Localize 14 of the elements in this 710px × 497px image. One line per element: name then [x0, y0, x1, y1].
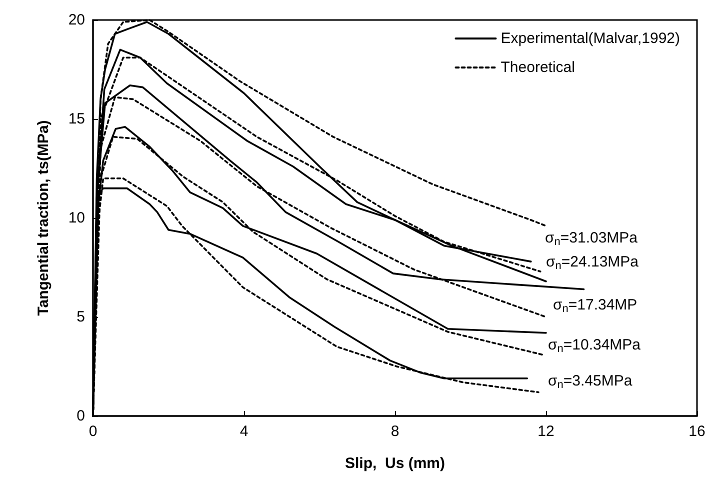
y-axis-title: Tangential traction, ts(MPa): [35, 120, 52, 316]
legend-label: Theoretical: [500, 59, 575, 76]
x-tick-label: 0: [88, 423, 98, 440]
x-axis-title: Slip, Us (mm): [344, 455, 446, 472]
x-tick-label: 12: [538, 423, 554, 440]
y-tick-label: 15: [68, 110, 85, 128]
x-tick-label: 4: [240, 423, 248, 440]
legend-label: Experimental(Malvar,1992): [500, 30, 680, 47]
y-tick-label: 20: [68, 12, 85, 28]
x-tick-label: 16: [688, 423, 706, 440]
y-tick-label: 5: [76, 308, 85, 326]
x-tick-label: 8: [390, 423, 400, 440]
y-tick-label: 0: [76, 408, 85, 424]
y-tick-label: 10: [68, 210, 85, 226]
